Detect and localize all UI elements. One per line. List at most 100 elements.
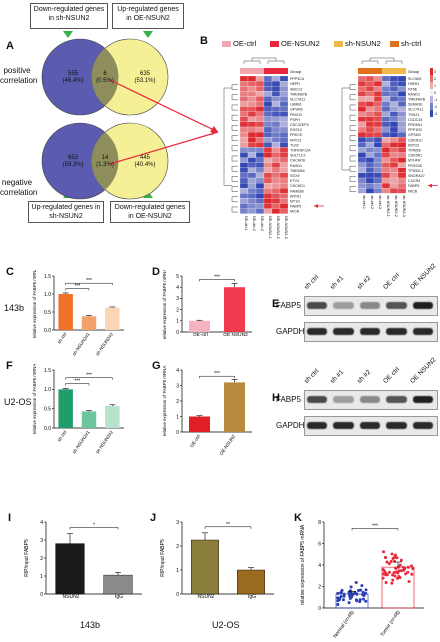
heatmap-cell	[239, 111, 249, 117]
heatmap-cell	[397, 162, 407, 168]
x-tick-label: Normal (n=48)	[332, 609, 356, 639]
sample-label: sh-NSUN2-1	[386, 195, 390, 217]
data-point	[358, 600, 362, 604]
y-tick-label: 0	[40, 592, 43, 598]
heatmap-cell	[357, 152, 367, 158]
blot-band	[359, 302, 381, 309]
heatmap-cell	[373, 116, 383, 122]
heatmap-cell	[263, 106, 273, 112]
data-point	[342, 592, 346, 596]
heatmap-cell	[239, 152, 249, 158]
blot-band	[412, 302, 433, 309]
heatmap-cell	[381, 167, 391, 174]
heatmap-cell	[255, 131, 265, 138]
y-tick-label: 0.5	[44, 406, 51, 412]
panel-g-letter: G	[152, 360, 161, 372]
y-tick-label: 3	[40, 538, 43, 544]
heatmap-cell	[255, 203, 265, 209]
heatmap-cell	[381, 101, 391, 107]
data-point	[394, 566, 398, 570]
heatmap-cell	[357, 162, 367, 168]
gene-label: TLR2	[290, 143, 299, 147]
heatmap-cell	[357, 96, 367, 102]
heatmap-cell	[271, 116, 281, 122]
blot-band	[307, 328, 328, 335]
gene-label: HSPA1	[408, 82, 420, 86]
gene-label: RASD1	[290, 164, 302, 168]
data-point	[407, 580, 411, 584]
heatmap-cell	[271, 183, 281, 189]
gene-label: SULT1C2	[290, 154, 306, 158]
panel-f-letter: F	[6, 360, 13, 372]
heatmap-cell	[255, 162, 265, 168]
heatmap-cell	[373, 86, 383, 92]
heatmap-cell	[357, 147, 367, 153]
heatmap-cell	[365, 162, 375, 168]
blot-band	[333, 302, 354, 309]
heatmap-cell	[389, 91, 399, 97]
heatmap-cell	[365, 121, 375, 128]
heatmap-cell	[397, 106, 407, 112]
heatmap-cell	[397, 116, 407, 122]
gene-label: TSHZ1	[408, 113, 419, 117]
group-bar-cell	[280, 68, 288, 74]
heatmap-cell	[247, 81, 257, 87]
group-bar-cell	[240, 68, 248, 74]
heatmap-cell	[255, 96, 265, 102]
heatmap-cell	[263, 152, 273, 158]
heatmap-cell	[381, 131, 391, 138]
heatmap-cell	[397, 81, 407, 87]
data-point	[393, 574, 397, 578]
gene-label: GPSM3	[290, 108, 303, 112]
heatmap-cell	[247, 167, 257, 174]
panel-b-letter: B	[200, 35, 208, 47]
y-tick-label: 1	[176, 319, 179, 325]
heatmap-cell	[247, 116, 257, 122]
heatmap-cell	[397, 157, 407, 163]
heatmap-cell	[365, 106, 375, 112]
heatmap-cell	[263, 183, 273, 189]
heatmap-cell	[381, 152, 391, 158]
heatmap-cell	[239, 101, 249, 107]
data-point	[340, 588, 344, 592]
heatmap-cell	[239, 198, 249, 204]
scale-step	[430, 110, 433, 117]
heatmap-cell	[357, 101, 367, 107]
sample-label: OE-NSUN2-3	[284, 216, 288, 239]
heatmap-cell	[389, 177, 399, 184]
heatmap-cell	[263, 126, 273, 133]
heatmap-cell	[357, 91, 367, 97]
heatmap-cell	[239, 157, 249, 163]
group-label: Group	[290, 69, 302, 74]
chart-i: RIP/input FABP5 0 1 2 3 4 NSUN2 IgG *	[24, 520, 142, 600]
group-bar-cell	[256, 68, 264, 74]
positive-correlation-label: positive correlation	[0, 66, 38, 85]
data-point	[361, 597, 365, 601]
gene-label: LAMB1	[290, 103, 302, 107]
y-tick-label: 2	[40, 556, 43, 562]
heatmap-cell	[279, 188, 289, 194]
heatmap-cell	[271, 106, 281, 112]
heatmap-cell	[263, 81, 273, 87]
heatmap-cell	[279, 147, 289, 153]
data-point	[381, 576, 385, 580]
heatmap-cell	[247, 101, 257, 107]
heatmap-cell	[389, 121, 399, 128]
heatmap-cell	[239, 142, 249, 148]
heatmap-cell	[389, 116, 399, 122]
data-point	[387, 562, 391, 566]
heatmap-cell	[357, 167, 367, 174]
gene-label: TPD52L1	[408, 169, 423, 173]
y-tick-label: 4	[318, 563, 321, 569]
heatmap-cell	[247, 162, 257, 168]
heatmap-cell	[247, 198, 257, 204]
gene-label: KRT81	[290, 194, 301, 198]
data-point	[389, 559, 393, 563]
group-bar-cell	[382, 68, 390, 74]
heatmap-cell	[397, 111, 407, 117]
heatmap-cell	[271, 198, 281, 204]
heatmap-cell	[389, 183, 399, 189]
sample-label: OE-ctrl-3	[260, 216, 264, 231]
heatmap-cell	[271, 167, 281, 174]
data-point	[384, 555, 388, 559]
